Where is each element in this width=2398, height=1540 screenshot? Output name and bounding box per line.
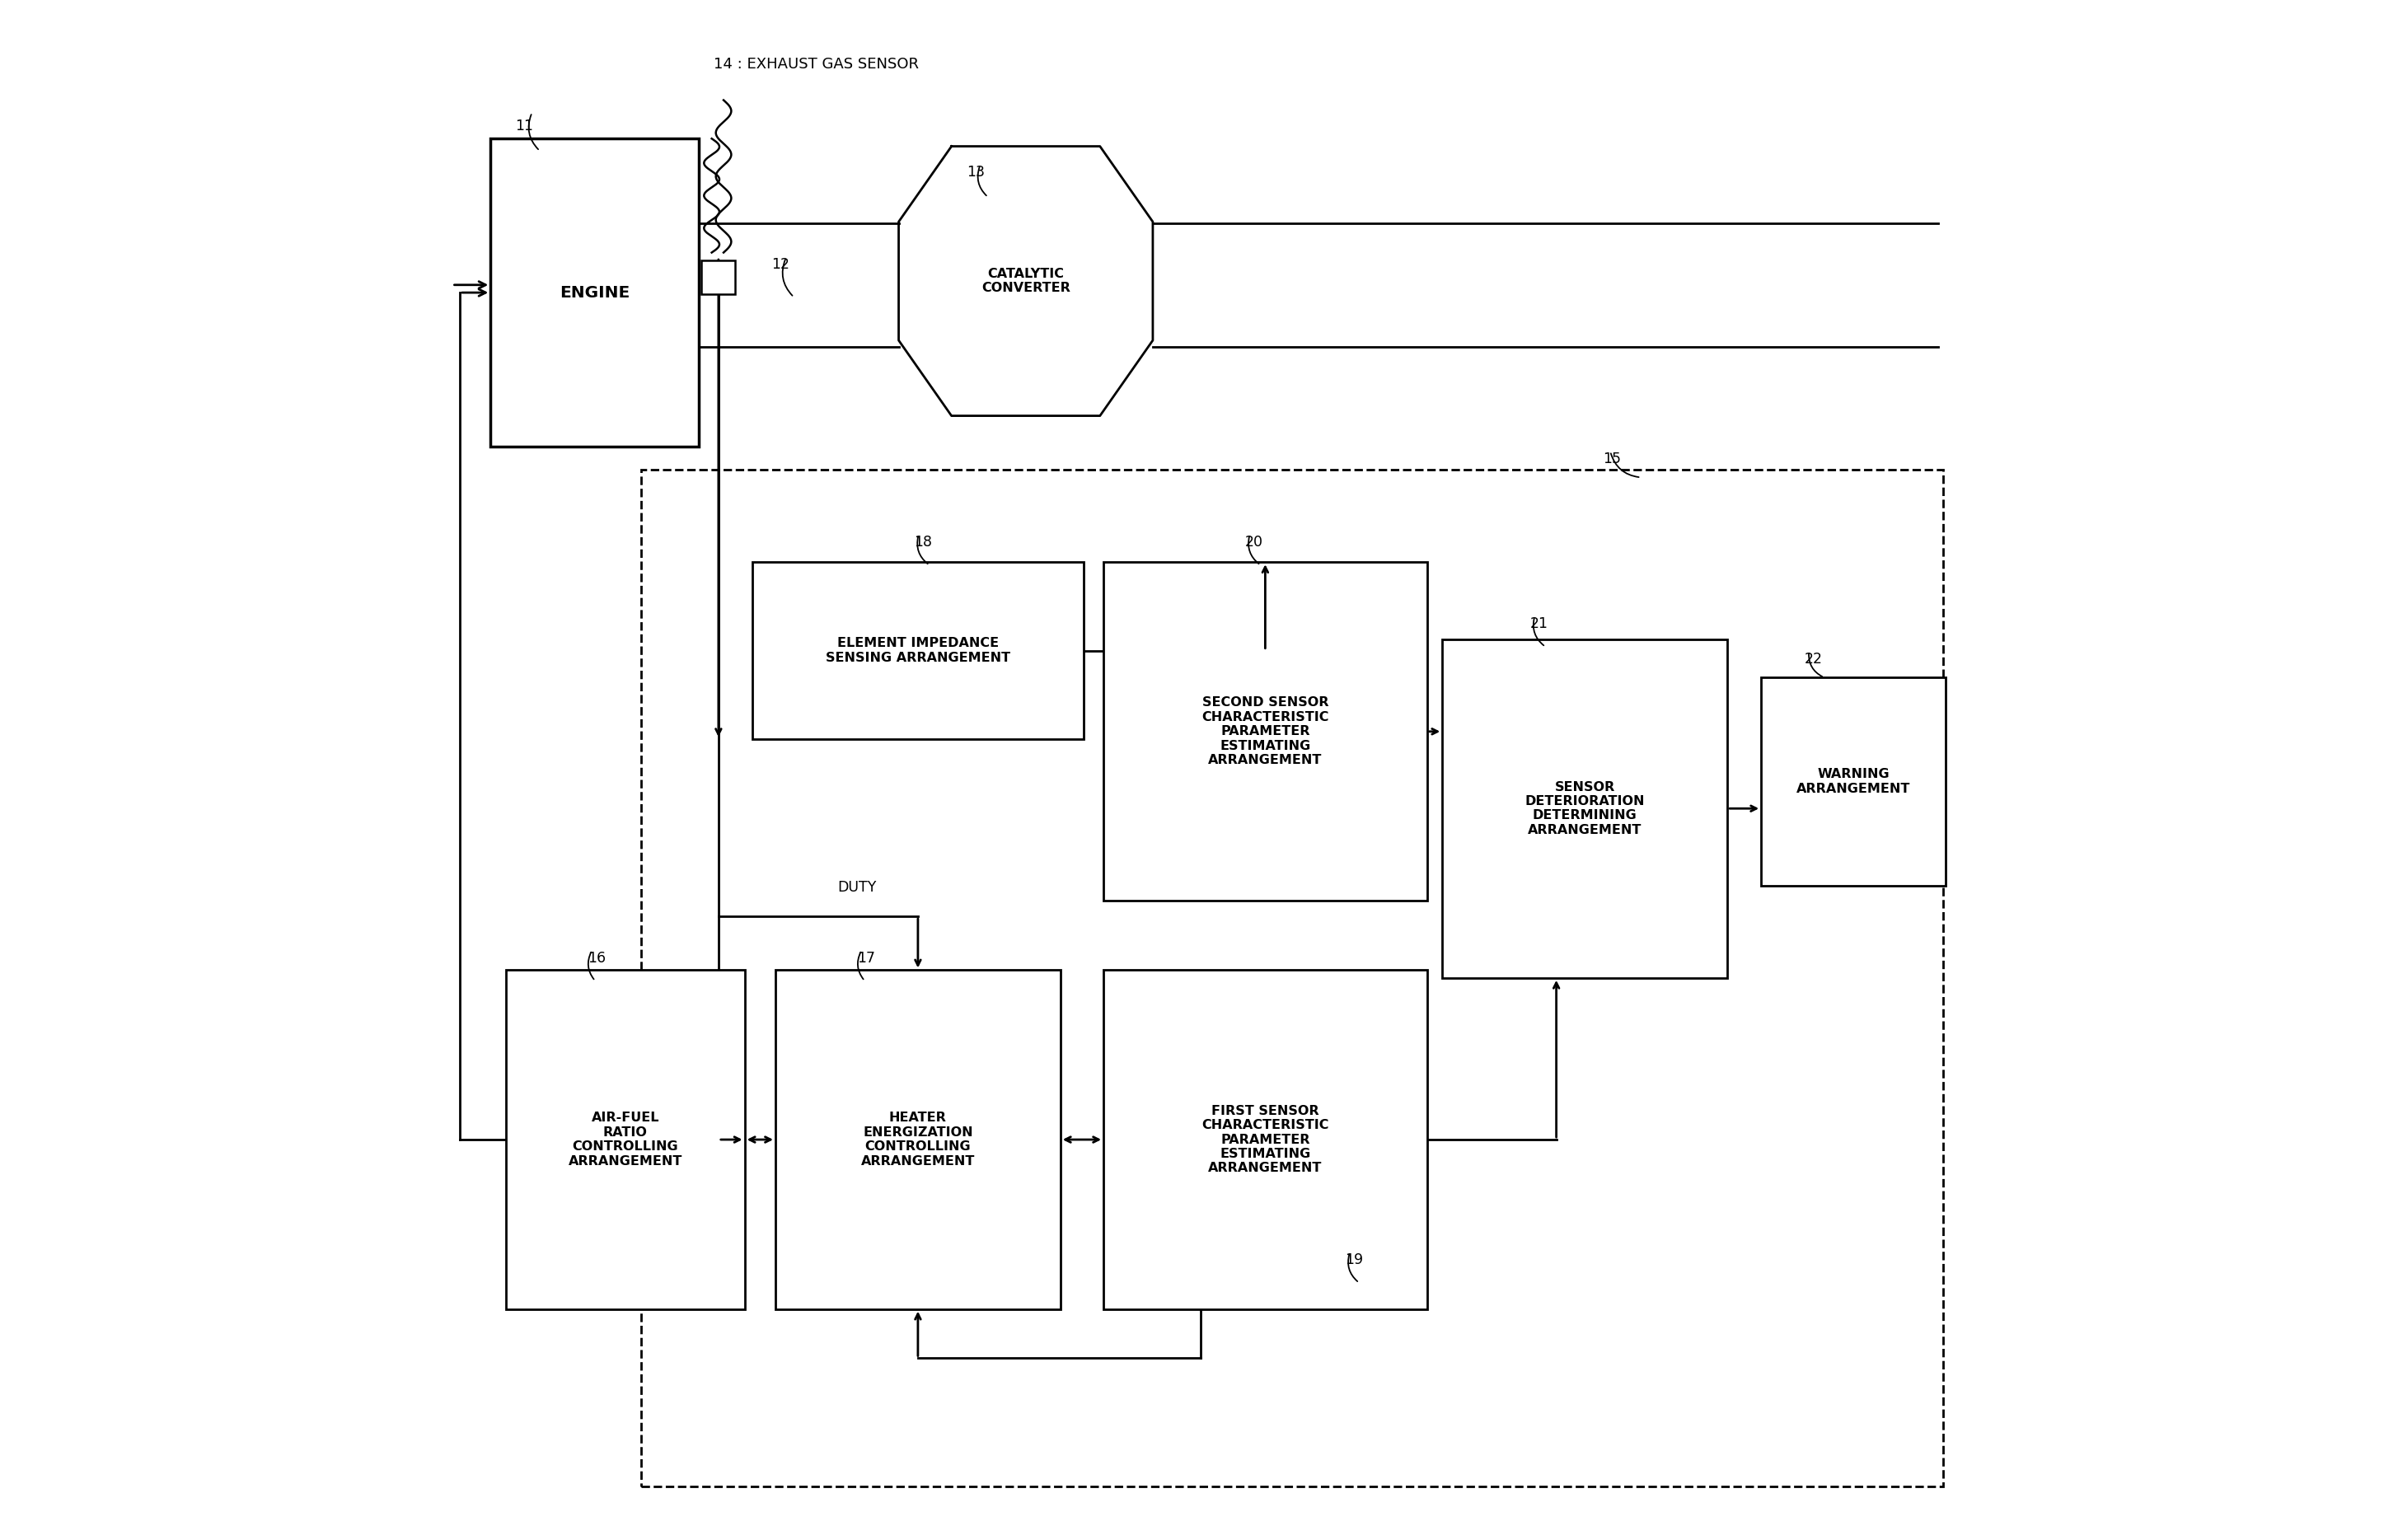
Bar xyxy=(703,260,736,294)
Text: 17: 17 xyxy=(856,950,875,966)
Bar xyxy=(753,562,1084,739)
Text: AIR-FUEL
RATIO
CONTROLLING
ARRANGEMENT: AIR-FUEL RATIO CONTROLLING ARRANGEMENT xyxy=(568,1112,683,1167)
Text: ENGINE: ENGINE xyxy=(559,285,631,300)
Bar xyxy=(1760,678,1947,886)
Text: CATALYTIC
CONVERTER: CATALYTIC CONVERTER xyxy=(981,268,1070,294)
Text: 11: 11 xyxy=(516,119,532,134)
Text: 21: 21 xyxy=(1530,616,1549,631)
Text: 20: 20 xyxy=(1245,534,1264,550)
Text: 12: 12 xyxy=(772,257,789,273)
Bar xyxy=(640,470,1942,1486)
Text: 16: 16 xyxy=(588,950,607,966)
Text: ELEMENT IMPEDANCE
SENSING ARRANGEMENT: ELEMENT IMPEDANCE SENSING ARRANGEMENT xyxy=(825,638,1010,664)
Text: HEATER
ENERGIZATION
CONTROLLING
ARRANGEMENT: HEATER ENERGIZATION CONTROLLING ARRANGEM… xyxy=(861,1112,976,1167)
Text: DUTY: DUTY xyxy=(837,879,875,895)
Text: 19: 19 xyxy=(1345,1252,1364,1267)
Bar xyxy=(506,970,746,1309)
Text: 18: 18 xyxy=(914,534,933,550)
Text: WARNING
ARRANGEMENT: WARNING ARRANGEMENT xyxy=(1796,768,1911,795)
Text: 13: 13 xyxy=(966,165,986,180)
Text: SENSOR
DETERIORATION
DETERMINING
ARRANGEMENT: SENSOR DETERIORATION DETERMINING ARRANGE… xyxy=(1525,781,1645,836)
Bar xyxy=(1103,562,1427,901)
Text: 14 : EXHAUST GAS SENSOR: 14 : EXHAUST GAS SENSOR xyxy=(715,57,918,72)
Bar xyxy=(1441,639,1727,978)
Text: SECOND SENSOR
CHARACTERISTIC
PARAMETER
ESTIMATING
ARRANGEMENT: SECOND SENSOR CHARACTERISTIC PARAMETER E… xyxy=(1201,696,1328,767)
Bar xyxy=(1103,970,1427,1309)
Text: FIRST SENSOR
CHARACTERISTIC
PARAMETER
ESTIMATING
ARRANGEMENT: FIRST SENSOR CHARACTERISTIC PARAMETER ES… xyxy=(1201,1104,1328,1175)
Bar xyxy=(775,970,1060,1309)
Text: 22: 22 xyxy=(1803,651,1822,667)
Text: 15: 15 xyxy=(1602,451,1621,467)
Bar xyxy=(492,139,698,447)
Polygon shape xyxy=(899,146,1153,416)
